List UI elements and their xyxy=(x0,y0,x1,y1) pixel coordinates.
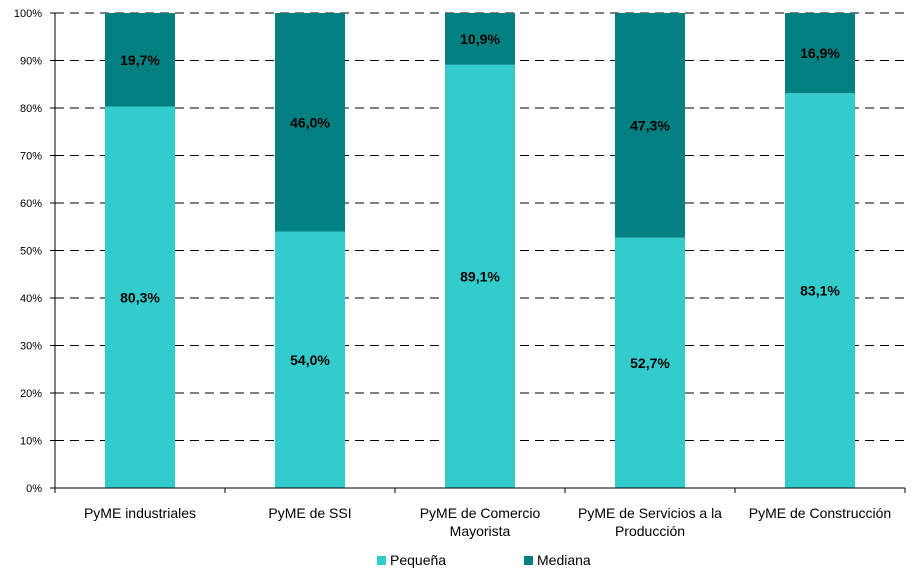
legend: Pequeña Mediana xyxy=(377,552,591,568)
y-tick-label: 60% xyxy=(20,198,42,210)
x-category-label: Producción xyxy=(615,523,685,539)
data-label: 47,3% xyxy=(630,117,670,133)
y-tick-label: 50% xyxy=(20,246,42,258)
x-category-label: PyME de SSI xyxy=(268,505,351,521)
x-category-label: Mayorista xyxy=(450,523,511,539)
data-label: 54,0% xyxy=(290,352,330,368)
data-label: 16,9% xyxy=(800,45,840,61)
y-tick-label: 90% xyxy=(20,56,42,68)
bars xyxy=(105,13,855,489)
legend-label: Mediana xyxy=(537,552,591,568)
legend-label: Pequeña xyxy=(390,552,446,568)
bar-pequena xyxy=(275,231,345,488)
bar-mediana xyxy=(785,13,855,94)
y-tick-label: 80% xyxy=(20,103,42,115)
y-tick-label: 0% xyxy=(26,483,42,495)
y-tick-label: 70% xyxy=(20,151,42,163)
x-category-label: PyME de Construcción xyxy=(749,505,891,521)
data-label: 80,3% xyxy=(120,289,160,305)
bar-pequena xyxy=(615,237,685,488)
x-category-label: PyME de Servicios a la xyxy=(578,505,722,521)
data-label: 52,7% xyxy=(630,355,670,371)
bar-mediana xyxy=(105,13,175,107)
y-tick-label: 40% xyxy=(20,293,42,305)
data-label: 46,0% xyxy=(290,114,330,130)
y-tick-label: 100% xyxy=(14,8,42,20)
y-tick-label: 10% xyxy=(20,436,42,448)
x-category-label: PyME de Comercio xyxy=(420,505,541,521)
data-label: 19,7% xyxy=(120,52,160,68)
x-category-label: PyME industriales xyxy=(84,505,196,521)
bar-mediana xyxy=(445,13,515,65)
x-axis-category-labels: PyME industriales PyME de SSI PyME de Come… xyxy=(84,505,891,539)
data-label: 10,9% xyxy=(460,31,500,47)
data-labels: 80,3% 19,7% 54,0% 46,0% 89,1% 10,9% 52,7% 47,3%… xyxy=(120,31,840,371)
legend-swatch xyxy=(524,556,533,565)
bar-mediana xyxy=(275,13,345,232)
y-axis-tick-labels: 0% 10% 20% 30% 40% 50% 60% 70% 80% 90% 100% xyxy=(14,8,42,495)
y-tick-label: 30% xyxy=(20,341,42,353)
y-tick-label: 20% xyxy=(20,388,42,400)
bar-pequena xyxy=(445,64,515,489)
legend-swatch xyxy=(377,556,386,565)
bar-mediana xyxy=(615,13,685,238)
axes xyxy=(50,12,906,493)
data-label: 89,1% xyxy=(460,268,500,284)
bar-pequena xyxy=(785,93,855,489)
bar-pequena xyxy=(105,106,175,488)
data-label: 83,1% xyxy=(800,283,840,299)
